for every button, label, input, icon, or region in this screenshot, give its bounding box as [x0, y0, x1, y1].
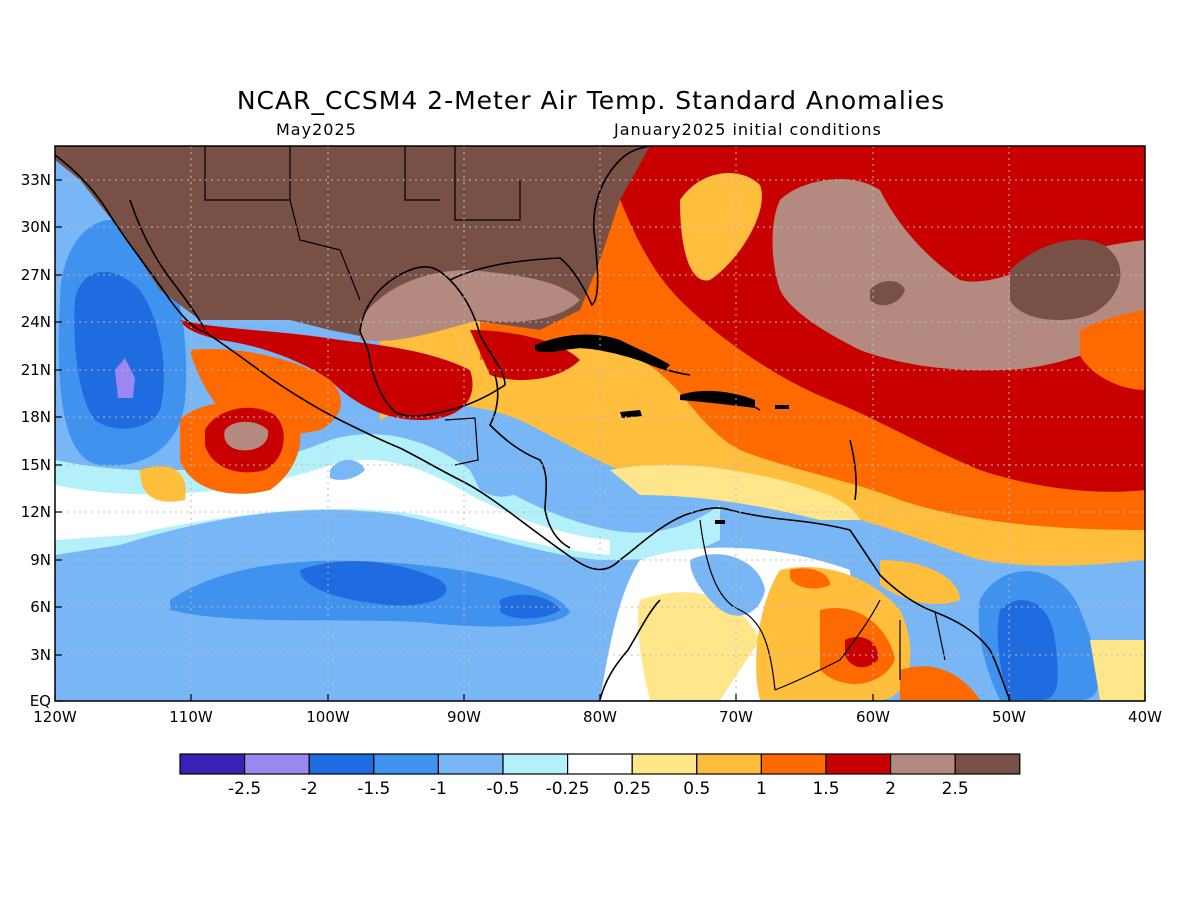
colorbar-label: -1 [430, 779, 447, 799]
colorbar-label: -0.5 [486, 779, 519, 799]
atlantic-warm-25-spot [870, 281, 905, 306]
lat-label: 33N [21, 171, 51, 189]
caribbean-warm-025 [610, 464, 860, 520]
lon-label: 100W [306, 708, 350, 726]
colorbar-swatch [437, 753, 504, 775]
colorbar-label: -0.25 [546, 779, 590, 799]
lon-label: 90W [447, 708, 481, 726]
lat-label: 30N [21, 218, 51, 236]
pacific-warm-05 [140, 466, 186, 502]
lon-label: 70W [719, 708, 753, 726]
south-america-warm-025 [638, 592, 760, 700]
gulf-warm-15 [470, 330, 580, 380]
gulf-warm-2 [360, 270, 580, 341]
grid-lines [55, 146, 1145, 701]
colorbar-swatch [308, 753, 375, 775]
pacific-strong-cool [300, 561, 447, 606]
colorbar-swatch [502, 753, 569, 775]
colorbar: -2.5 -2 -1.5 -1 -0.5 -0.25 0.25 0.5 1 1.5 2 2.5 [179, 753, 1021, 799]
lat-label: 18N [21, 408, 51, 426]
latitude-axis: 33N 30N 27N 24N 21N 18N 15N 12N 9N 6N 3N EQ [21, 171, 62, 710]
lon-label: 50W [992, 708, 1026, 726]
neutral-band [55, 459, 610, 555]
atlantic-warm-patch [1090, 640, 1145, 700]
south-america-warm-15 [845, 636, 879, 668]
colorbar-label: 0.5 [683, 779, 710, 799]
colorbar-label: -2.5 [228, 779, 261, 799]
colorbar-swatch [566, 753, 633, 775]
lon-label: 110W [169, 708, 213, 726]
south-america-cool [690, 554, 765, 616]
forecast-month: May2025 [276, 120, 357, 139]
colorbar-label: 0.25 [613, 779, 651, 799]
lon-label: 40W [1128, 708, 1162, 726]
colorbar-swatch [696, 753, 762, 775]
country-borders [204, 146, 946, 691]
lat-label: 12N [21, 503, 51, 521]
colorbar-swatch [179, 753, 246, 775]
initial-conditions: January2025 initial conditions [614, 120, 882, 139]
pacific-warm-2 [224, 421, 269, 451]
colorbar-swatch [760, 753, 827, 775]
guiana-warm-1 [900, 666, 980, 700]
colorbar-label: -2 [301, 779, 318, 799]
caribbean-warm-spot [560, 399, 660, 456]
colorbar-label: 2 [885, 779, 896, 799]
central-america-cool [470, 461, 530, 497]
atlantic-strong-cool [997, 600, 1058, 700]
venezuela-warm-1 [790, 568, 830, 589]
lat-label: 9N [30, 551, 51, 569]
lat-label: 21N [21, 361, 51, 379]
map-title: NCAR_CCSM4 2-Meter Air Temp. Standard An… [236, 86, 946, 115]
lat-label: 27N [21, 266, 51, 284]
lat-label: 24N [21, 313, 51, 331]
lon-label: 60W [856, 708, 890, 726]
colorbar-swatch [954, 753, 1021, 775]
baja-coolest-patch [115, 358, 135, 398]
lon-label: 80W [583, 708, 617, 726]
lon-label: 120W [33, 708, 77, 726]
lat-label: 15N [21, 456, 51, 474]
colorbar-swatch [889, 753, 956, 775]
atlantic-east-warm [1080, 310, 1145, 390]
lat-label: EQ [30, 692, 51, 710]
colorbar-swatch [373, 753, 439, 775]
lat-label: 3N [30, 646, 51, 664]
atlantic-warm-25 [1010, 239, 1121, 320]
colorbar-label: 1.5 [812, 779, 839, 799]
baja-strong-cool [74, 271, 164, 429]
lat-label: 6N [30, 598, 51, 616]
islands [535, 334, 789, 524]
anomaly-field [55, 146, 1145, 701]
atlantic-warm-spot [680, 173, 762, 281]
colorbar-label: 1 [756, 779, 767, 799]
colorbar-label: -1.5 [357, 779, 390, 799]
colorbar-label: 2.5 [942, 779, 969, 799]
longitude-axis: 120W 110W 100W 90W 80W 70W 60W 50W 40W [33, 694, 1162, 726]
colorbar-swatch [244, 753, 310, 775]
colorbar-swatch [825, 753, 892, 775]
colorbar-swatch [631, 753, 698, 775]
